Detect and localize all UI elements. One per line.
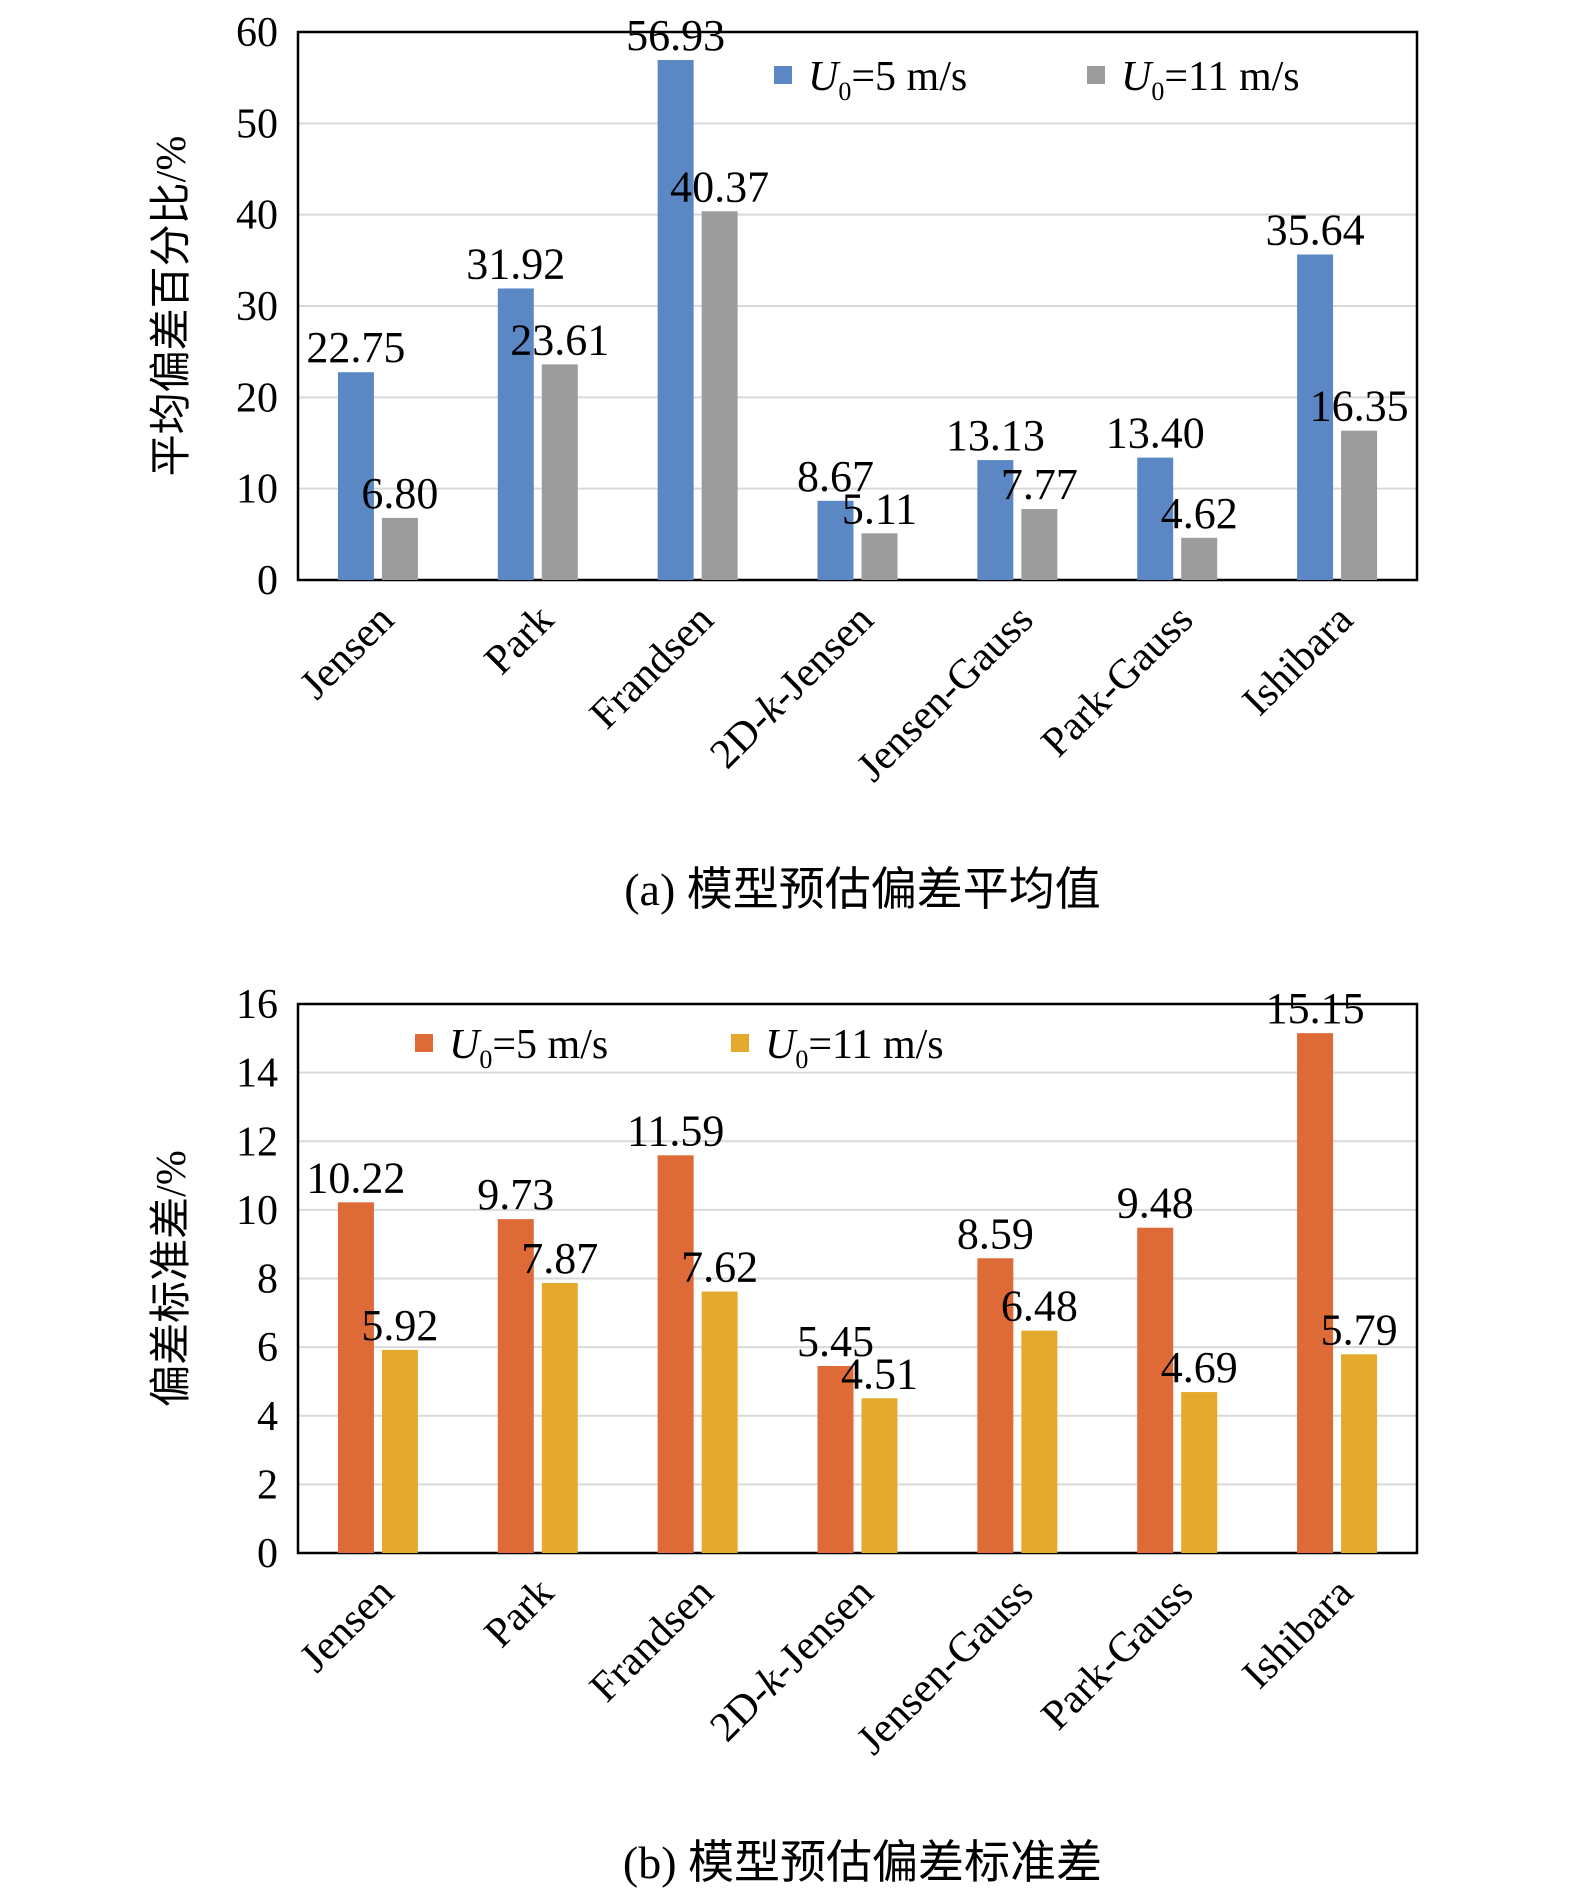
- category-label-ishibara: Ishibara: [1234, 1569, 1362, 1697]
- bar-u5-jensen: [337, 372, 374, 580]
- bar-u5-jensen: [337, 1202, 374, 1553]
- y-tick-label: 0: [257, 1531, 278, 1577]
- y-tick-label: 2: [257, 1462, 278, 1508]
- y-tick-label: 10: [236, 1188, 278, 1234]
- y-axis-label: 平均偏差百分比/%: [149, 136, 195, 477]
- data-label: 22.75: [306, 323, 405, 372]
- y-tick-label: 16: [236, 982, 278, 1028]
- data-label: 8.67: [797, 452, 874, 501]
- bar-u5-park: [497, 288, 534, 580]
- y-tick-label: 30: [236, 284, 278, 330]
- bar-u11-park-gauss: [1181, 1392, 1218, 1553]
- bar-u5-jensen-gauss: [977, 1258, 1014, 1553]
- chart-caption: (a) 模型预估偏差平均值: [624, 864, 1101, 915]
- bar-u5-ishibara: [1297, 254, 1334, 580]
- bar-u5-jensen-gauss: [977, 460, 1014, 580]
- data-label: 6.48: [1001, 1282, 1078, 1331]
- legend-label: U0=11 m/s: [765, 1022, 944, 1074]
- category-label-park-gauss: Park-Gauss: [1033, 597, 1202, 766]
- data-label: 4.69: [1161, 1343, 1238, 1392]
- data-label: 4.51: [841, 1349, 918, 1398]
- y-tick-label: 60: [236, 10, 278, 56]
- legend-swatch: [774, 66, 792, 84]
- category-label-park: Park: [476, 1570, 563, 1657]
- plot-frame: [296, 1002, 1419, 1555]
- category-label-frandsen: Frandsen: [581, 597, 722, 738]
- data-label: 10.22: [306, 1153, 405, 1202]
- bar-u5-frandsen: [657, 1155, 694, 1553]
- y-tick-label: 12: [236, 1119, 278, 1165]
- y-tick-label: 8: [257, 1257, 278, 1303]
- y-axis-label: 偏差标准差/%: [149, 1150, 195, 1407]
- category-label-ishibara: Ishibara: [1234, 596, 1362, 724]
- legend-label: U0=11 m/s: [1121, 54, 1300, 106]
- data-label: 13.40: [1106, 409, 1205, 458]
- y-tick-label: 14: [236, 1051, 278, 1097]
- y-tick-label: 20: [236, 375, 278, 421]
- bar-u11-ishibara: [1341, 1354, 1378, 1553]
- plot-frame: [296, 30, 1419, 582]
- data-label: 35.64: [1266, 205, 1365, 254]
- bar-u11-2d-k-jensen: [861, 533, 898, 580]
- data-label: 23.61: [510, 315, 609, 364]
- data-label: 5.79: [1321, 1305, 1398, 1354]
- legend-swatch: [1087, 66, 1105, 84]
- data-label: 40.37: [670, 162, 769, 211]
- data-label: 7.62: [681, 1243, 758, 1292]
- bar-u5-frandsen: [657, 60, 694, 581]
- bar-u11-park: [541, 364, 578, 580]
- bar-u11-jensen: [381, 517, 418, 580]
- y-tick-label: 6: [257, 1325, 278, 1371]
- bar-u11-frandsen: [701, 1291, 738, 1553]
- bar-u5-park-gauss: [1137, 457, 1174, 580]
- bar-u11-jensen-gauss: [1021, 1330, 1058, 1553]
- bar-u11-frandsen: [701, 211, 738, 580]
- y-tick-label: 40: [236, 193, 278, 239]
- bar-u11-jensen: [381, 1349, 418, 1553]
- category-label-frandsen: Frandsen: [581, 1570, 722, 1711]
- data-label: 7.87: [521, 1234, 598, 1283]
- legend-swatch: [731, 1034, 749, 1052]
- bar-u11-park-gauss: [1181, 537, 1218, 580]
- y-tick-label: 50: [236, 101, 278, 147]
- y-tick-label: 4: [257, 1394, 278, 1440]
- data-label: 8.59: [957, 1209, 1034, 1258]
- data-label: 31.92: [466, 239, 565, 288]
- legend-label: U0=5 m/s: [449, 1022, 608, 1074]
- bar-u11-ishibara: [1341, 430, 1378, 580]
- data-label: 7.77: [1001, 460, 1078, 509]
- data-label: 56.93: [626, 11, 725, 60]
- y-tick-label: 0: [257, 558, 278, 604]
- bar-u11-jensen-gauss: [1021, 509, 1058, 580]
- bar-u11-park: [541, 1282, 578, 1553]
- data-label: 4.62: [1161, 489, 1238, 538]
- category-label-park: Park: [476, 597, 563, 684]
- bar-u11-2d-k-jensen: [861, 1398, 898, 1553]
- bar-u5-2d-k-jensen: [817, 500, 854, 580]
- data-label: 5.92: [361, 1301, 438, 1350]
- bar-u5-ishibara: [1297, 1033, 1334, 1553]
- legend-swatch: [415, 1034, 433, 1052]
- category-label-park-gauss: Park-Gauss: [1033, 1570, 1202, 1739]
- category-label-jensen: Jensen: [291, 1570, 403, 1682]
- bar-u5-2d-k-jensen: [817, 1365, 854, 1553]
- data-label: 6.80: [361, 469, 438, 518]
- legend-label: U0=5 m/s: [808, 54, 967, 106]
- data-label: 13.13: [946, 411, 1045, 460]
- chart-a: 0 10 20 30 40 50 60 平均偏差百分比/% 22.75 6.80 Jensen 31.…: [149, 10, 1419, 915]
- y-tick-label: 10: [236, 467, 278, 513]
- data-label: 11.59: [627, 1106, 724, 1155]
- category-label-jensen: Jensen: [291, 597, 403, 709]
- bar-u5-park-gauss: [1137, 1227, 1174, 1553]
- data-label: 5.11: [842, 484, 917, 533]
- data-label: 9.48: [1117, 1179, 1194, 1228]
- data-label: 16.35: [1310, 382, 1409, 431]
- chart-caption: (b) 模型预估偏差标准差: [623, 1837, 1102, 1888]
- chart-b: 0 2 4 6 8 10 12 14 16 偏差标准差/% 10.22 5.92 Jensen 9.73 7…: [149, 982, 1419, 1888]
- data-label: 5.45: [797, 1317, 874, 1366]
- data-label: 15.15: [1266, 984, 1365, 1033]
- data-label: 9.73: [477, 1170, 554, 1219]
- bar-u5-park: [497, 1219, 534, 1553]
